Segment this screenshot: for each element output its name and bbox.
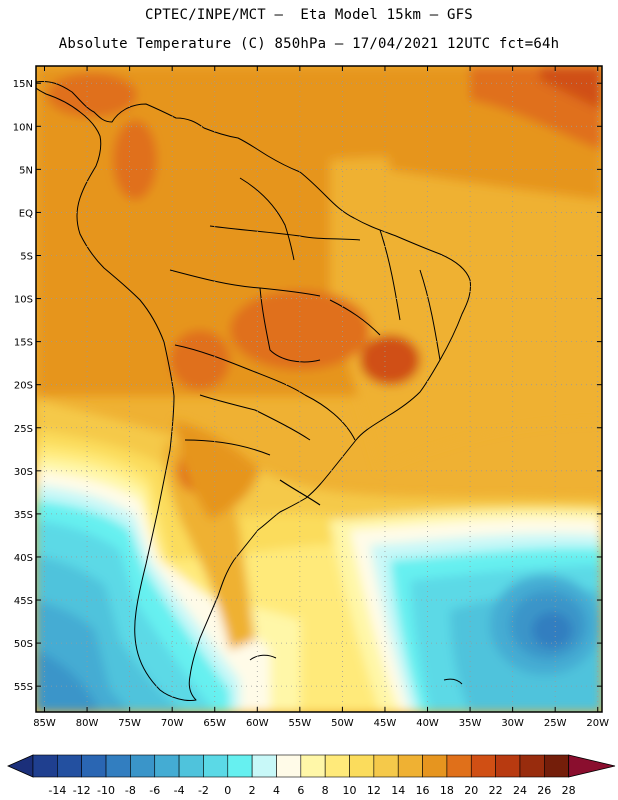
colorbar-swatch [470, 754, 496, 778]
colorbar-label: 0 [224, 784, 231, 797]
lon-tick-label: 50W [331, 718, 354, 729]
colorbar-label: -6 [149, 784, 160, 797]
lon-tick-label: 65W [203, 718, 226, 729]
longitude-labels: 85W 80W 75W 70W 65W 60W 55W 50W 45W 40W 35W 30W 25W 2… [33, 718, 609, 729]
colorbar-label: 16 [416, 784, 430, 797]
colorbar-label: -12 [73, 784, 91, 797]
colorbar-label: -8 [125, 784, 136, 797]
lon-tick-label: 80W [76, 718, 99, 729]
colorbar-swatch [130, 754, 156, 778]
lon-tick-label: 30W [501, 718, 524, 729]
colorbar-swatch [81, 754, 107, 778]
lat-tick-label: 10S [14, 295, 33, 306]
lat-tick-label: 10N [13, 122, 33, 133]
map-title-line1: CPTEC/INPE/MCT – Eta Model 15km – GFS [145, 7, 473, 23]
colorbar-label: 10 [343, 784, 357, 797]
lat-tick-label: 35S [14, 510, 33, 521]
colorbar-swatch [397, 754, 423, 778]
colorbar-swatch [495, 754, 521, 778]
lat-tick-label: 5S [20, 251, 33, 262]
colorbar-swatch [105, 754, 131, 778]
lat-tick-label: 30S [14, 467, 33, 478]
colorbar-swatch [251, 754, 277, 778]
lon-tick-label: 35W [459, 718, 482, 729]
lat-tick-label: 5N [19, 165, 33, 176]
colorbar-under-arrow [7, 754, 34, 778]
colorbar-label: -2 [198, 784, 209, 797]
colorbar-over-arrow [568, 754, 616, 778]
colorbar-swatch [422, 754, 448, 778]
colorbar-labels: -14 -12 -10 -8 -6 -4 -2 0 2 4 6 8 10 12 14 16 18 20 22 24 26… [48, 784, 575, 797]
colorbar-label: 22 [489, 784, 503, 797]
colorbar-label: 12 [367, 784, 381, 797]
lat-tick-label: 15N [13, 79, 33, 90]
lat-tick-label: 50S [14, 639, 33, 650]
lat-tick-label: 25S [14, 424, 33, 435]
colorbar-swatch [446, 754, 472, 778]
lon-tick-label: 55W [289, 718, 312, 729]
colorbar-label: 28 [562, 784, 576, 797]
lon-tick-label: 45W [374, 718, 397, 729]
colorbar-swatch [57, 754, 82, 778]
latitude-labels: 15N 10N 5N EQ 5S 10S 15S 20S 25S 30S 35S 40S 45S 50S 5… [13, 79, 33, 693]
colorbar-label: 26 [537, 784, 551, 797]
colorbar-label: 8 [322, 784, 329, 797]
colorbar-label: 20 [464, 784, 478, 797]
colorbar-label: 24 [513, 784, 527, 797]
colorbar-swatch [519, 754, 545, 778]
colorbar-swatch [32, 754, 58, 778]
colorbar-label: 4 [273, 784, 280, 797]
lon-tick-label: 70W [161, 718, 184, 729]
colorbar-label: -4 [174, 784, 185, 797]
map-ticks [36, 66, 602, 712]
lat-tick-label: 55S [14, 682, 33, 693]
colorbar-label: 14 [391, 784, 405, 797]
map-frame [35, 65, 603, 713]
temperature-field [36, 66, 602, 712]
lat-tick-label: 45S [14, 596, 33, 607]
map-title-line2: Absolute Temperature (C) 850hPa – 17/04/… [58, 36, 560, 52]
lon-tick-label: 75W [118, 718, 141, 729]
colorbar-label: 2 [249, 784, 256, 797]
colorbar-label: -10 [97, 784, 115, 797]
colorbar-swatch [300, 754, 326, 778]
colorbar-swatch [178, 754, 204, 778]
lon-tick-label: 20W [586, 718, 609, 729]
colorbar-swatch [154, 754, 180, 778]
colorbar-label: 6 [297, 784, 304, 797]
lon-tick-label: 60W [246, 718, 269, 729]
colorbar-swatch [203, 754, 229, 778]
colorbar-swatch [373, 754, 399, 778]
lon-tick-label: 40W [416, 718, 439, 729]
colorbar-swatch [324, 754, 350, 778]
colorbar-swatch [227, 754, 253, 778]
coastlines [36, 81, 471, 701]
lat-tick-label: 15S [14, 338, 33, 349]
colorbar-swatch [349, 754, 375, 778]
lat-tick-label: EQ [19, 208, 33, 219]
colorbar [7, 754, 616, 778]
colorbar-swatch [276, 754, 302, 778]
lon-tick-label: 85W [33, 718, 56, 729]
lat-tick-label: 20S [14, 381, 33, 392]
colorbar-label: -14 [48, 784, 66, 797]
lon-tick-label: 25W [544, 718, 567, 729]
colorbar-swatch [544, 754, 569, 778]
lat-tick-label: 40S [14, 553, 33, 564]
colorbar-label: 18 [440, 784, 454, 797]
